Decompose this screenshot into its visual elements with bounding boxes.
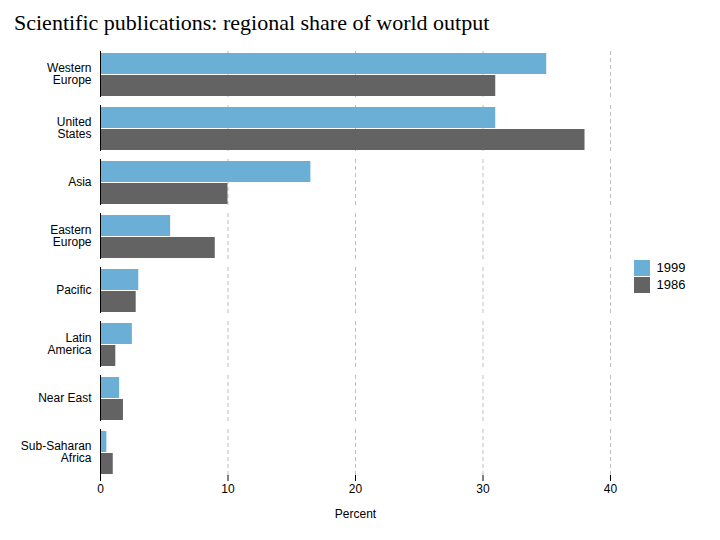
svg-text:20: 20 [349,482,363,496]
html-text:1999: 1999 [656,260,686,276]
html-text:1986: 1986 [656,277,686,293]
svg-text:30: 30 [476,482,490,496]
svg-text:Percent: Percent [335,507,377,521]
svg-text:Sub-SaharanAfrica: Sub-SaharanAfrica [21,439,92,465]
svg-text:0: 0 [97,482,104,496]
svg-text:UnitedStates: UnitedStates [57,115,92,141]
svg-text:LatinAmerica: LatinAmerica [47,331,91,357]
svg-text:40: 40 [604,482,618,496]
svg-text:WesternEurope: WesternEurope [47,61,92,87]
svg-text:Near East: Near East [38,391,92,405]
svg-text:EasternEurope: EasternEurope [50,223,92,249]
html-text:Scientific publications: regio: Scientific publications: regional share … [14,10,490,35]
svg-text:Asia: Asia [68,175,92,189]
svg-text:10: 10 [221,482,235,496]
svg-text:Pacific: Pacific [56,283,91,297]
